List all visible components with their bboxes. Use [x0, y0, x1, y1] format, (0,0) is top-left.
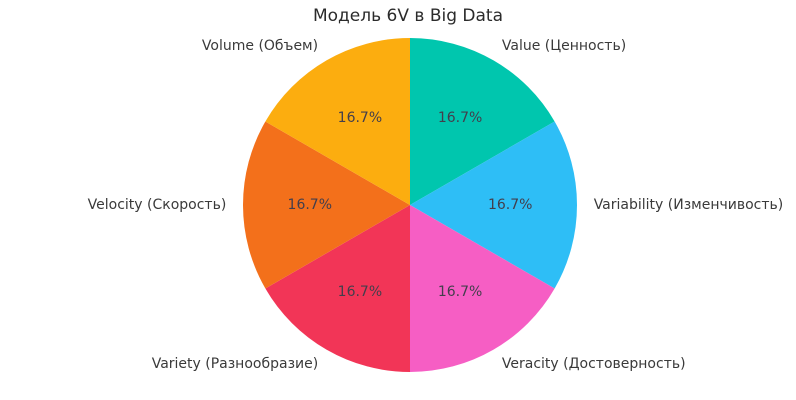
pie-label-volume: Volume (Объем) — [202, 38, 318, 54]
pie-percent-volume: 16.7% — [338, 110, 382, 126]
pie-category-labels-group: Value (Ценность) Variability (Изменчивост… — [88, 38, 784, 372]
pie-label-variability: Variability (Изменчивость) — [594, 197, 784, 213]
pie-slice-variety — [265, 205, 410, 372]
pie-slice-velocity — [242, 121, 410, 289]
pie-slice-veracity — [410, 205, 555, 373]
pie-slice-value — [410, 38, 555, 205]
pie-percent-velocity: 16.7% — [288, 197, 332, 213]
pie-label-value: Value (Ценность) — [502, 38, 626, 54]
pie-percent-veracity: 16.7% — [438, 284, 482, 300]
pie-label-veracity: Veracity (Достоверность) — [502, 356, 686, 372]
pie-percent-labels-group: 16.7% 16.7% 16.7% 16.7% 16.7% 16.7% — [288, 110, 533, 300]
pie-slice-variability — [410, 121, 578, 289]
pie-percent-variety: 16.7% — [338, 284, 382, 300]
pie-slice-volume — [265, 38, 410, 205]
pie-percent-variability: 16.7% — [488, 197, 532, 213]
pie-label-variety: Variety (Разнообразие) — [152, 356, 318, 372]
chart-title: Модель 6V в Big Data — [313, 6, 503, 26]
pie-label-velocity: Velocity (Скорость) — [88, 197, 227, 213]
pie-percent-value: 16.7% — [438, 110, 482, 126]
pie-slices-group — [242, 38, 578, 373]
